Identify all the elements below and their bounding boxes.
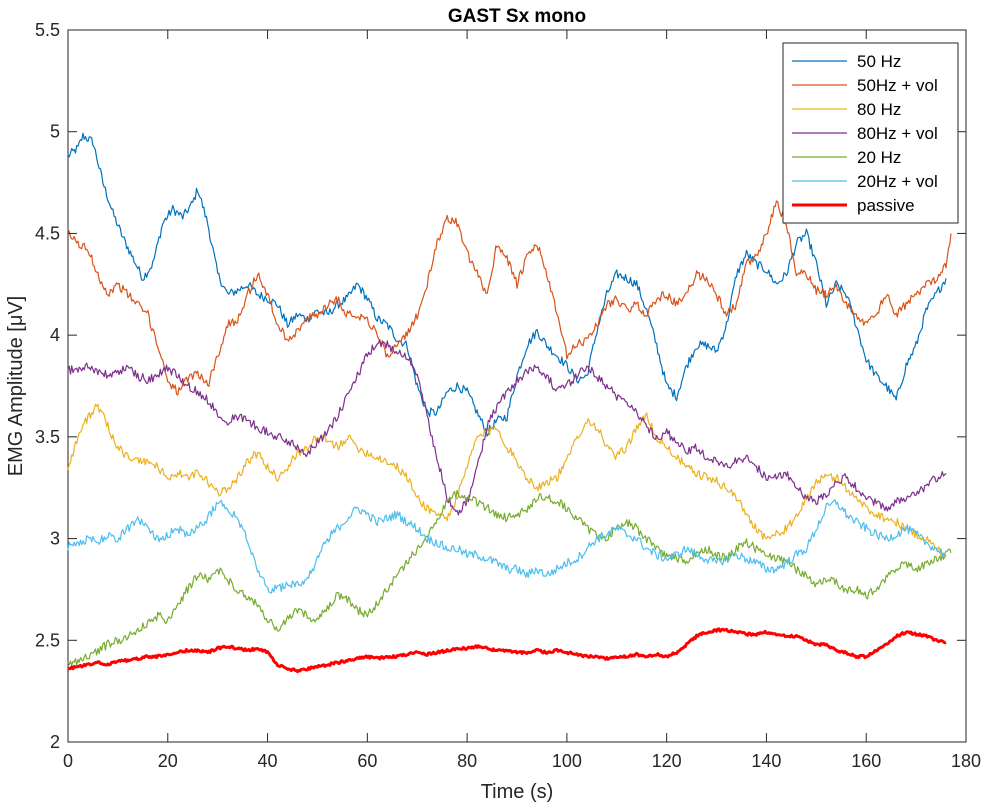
y-tick-label: 2.5	[35, 630, 60, 650]
y-tick-label: 5	[50, 122, 60, 142]
legend-label: 20Hz + vol	[857, 172, 938, 191]
x-tick-label: 120	[652, 751, 682, 771]
x-tick-label: 100	[552, 751, 582, 771]
axis-layer: 0 20 40 60 80 100 120 140 160 180 2 2.5 3 3.5 4 4.5 5 5.5	[35, 20, 981, 771]
legend: 50 Hz 50Hz + vol 80 Hz 80Hz + vol 20 Hz 20Hz …	[782, 42, 959, 224]
x-tick-label: 160	[851, 751, 881, 771]
series-line-50hz-vol	[67, 200, 952, 396]
series-line-passive	[67, 627, 947, 674]
series-layer	[67, 132, 952, 674]
y-tick-label: 4	[50, 325, 60, 345]
x-tick-label: 180	[951, 751, 981, 771]
legend-label: 50 Hz	[857, 52, 901, 71]
y-tick-label: 5.5	[35, 20, 60, 40]
legend-label: 50Hz + vol	[857, 76, 938, 95]
legend-label: passive	[857, 196, 915, 215]
x-tick-label: 40	[258, 751, 278, 771]
series-line-20-hz	[67, 489, 952, 666]
x-tick-label: 0	[63, 751, 73, 771]
x-tick-label: 140	[751, 751, 781, 771]
y-tick-label: 2	[50, 732, 60, 752]
chart-title: GAST Sx mono	[448, 6, 586, 27]
y-tick-label: 4.5	[35, 223, 60, 243]
y-tick-label: 3	[50, 529, 60, 549]
series-line-80hz-vol	[67, 339, 947, 516]
x-tick-label: 60	[357, 751, 377, 771]
series-line-80-hz	[67, 403, 947, 559]
series-line-20hz-vol	[67, 499, 947, 594]
x-tick-label: 20	[158, 751, 178, 771]
y-axis-label: EMG Amplitude [μV]	[5, 296, 27, 476]
series-line-50-hz	[67, 132, 947, 437]
x-tick-label: 80	[457, 751, 477, 771]
legend-label: 80 Hz	[857, 100, 901, 119]
legend-label: 80Hz + vol	[857, 124, 938, 143]
x-axis-label: Time (s)	[481, 781, 554, 803]
legend-label: 20 Hz	[857, 148, 901, 167]
y-tick-label: 3.5	[35, 427, 60, 447]
